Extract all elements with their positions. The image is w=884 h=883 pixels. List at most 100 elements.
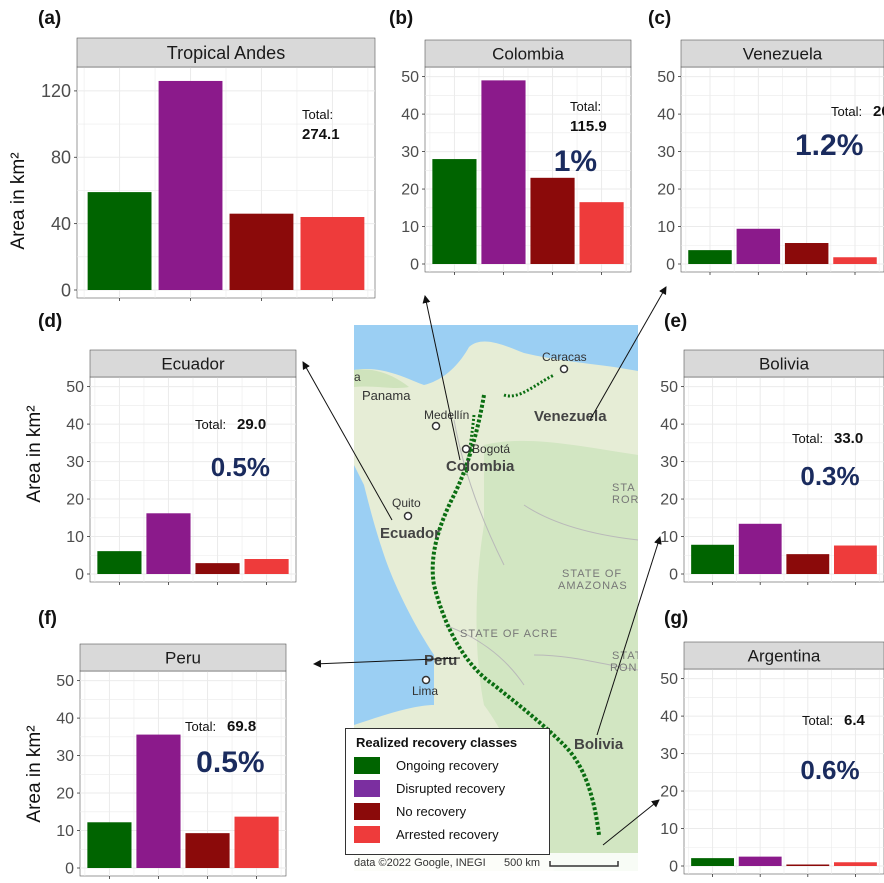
y-tick-label: 40 (401, 107, 419, 124)
bar-disrupted (736, 228, 781, 264)
bar-ongoing (691, 858, 734, 866)
y-tick-label: 0 (65, 861, 74, 878)
y-tick-label: 40 (660, 417, 678, 434)
total-label: Total: (185, 719, 216, 734)
facet-title: Tropical Andes (167, 43, 285, 63)
total-value: 20.1 (873, 103, 884, 120)
legend-swatch-arrested (354, 826, 380, 843)
legend-swatch-disrupted (354, 780, 380, 797)
facet-strip (683, 349, 884, 378)
panel-letter-e: (e) (664, 311, 688, 332)
map-label-state-amazonas-b: AMAZONAS (558, 580, 628, 592)
percent-label: 1% (554, 145, 597, 178)
y-tick-label: 50 (660, 671, 678, 688)
map-label-state-rondonia-b: RONDÔ (610, 661, 638, 674)
facet-title: Ecuador (161, 354, 225, 373)
total-value: 274.1 (302, 126, 340, 143)
total-label: Total: (802, 713, 833, 728)
bar-arrested (244, 559, 289, 574)
y-tick-label: 50 (657, 69, 675, 86)
chart-colombia: 0 10 20 30 40 50 Colombia Total: 115.9 1% (401, 39, 632, 275)
bar-ongoing (432, 159, 477, 264)
bar-ongoing (87, 192, 152, 290)
bar-ongoing (688, 250, 732, 264)
y-tick-label: 50 (66, 379, 84, 396)
total-value: 6.4 (844, 712, 866, 729)
legend-item-disrupted: Disrupted recovery (354, 777, 541, 800)
y-tick-label: 40 (657, 107, 675, 124)
y-tick-label: 10 (66, 529, 84, 546)
map-label-state-rondonia-a: STAT (612, 650, 638, 662)
y-axis-label: Area in km² (8, 152, 29, 249)
map-label-state-acre: STATE OF ACRE (460, 628, 558, 640)
bar-arrested (833, 257, 877, 264)
map-label-edge: a (354, 370, 361, 384)
y-tick-label: 0 (669, 859, 678, 876)
y-tick-label: 0 (75, 567, 84, 584)
y-tick-label: 20 (657, 182, 675, 199)
map-label-colombia: Colombia (446, 458, 515, 475)
y-tick-label: 30 (657, 144, 675, 161)
total-value: 115.9 (570, 118, 607, 135)
map-label-ecuador: Ecuador (380, 525, 440, 542)
y-tick-label: 50 (660, 379, 678, 396)
bar-no-recovery (786, 554, 830, 574)
map-label-bogota: Bogotá (472, 442, 510, 456)
y-tick-label: 0 (669, 567, 678, 584)
map-label-quito: Quito (392, 496, 421, 510)
bar-arrested (834, 545, 877, 574)
total-value: 69.8 (227, 718, 256, 735)
bar-ongoing (97, 551, 142, 574)
y-tick-label: 50 (56, 673, 74, 690)
facet-title: Argentina (748, 646, 821, 665)
percent-label: 0.5% (211, 452, 270, 482)
y-tick-label: 40 (66, 417, 84, 434)
y-tick-label: 20 (56, 786, 74, 803)
total-label: Total: (302, 107, 333, 122)
bar-disrupted (146, 513, 191, 574)
y-tick-label: 10 (657, 219, 675, 236)
facet-title: Venezuela (743, 44, 823, 63)
y-tick-label: 20 (66, 492, 84, 509)
facet-strip (683, 641, 884, 670)
y-tick-label: 40 (56, 711, 74, 728)
bar-arrested (834, 862, 877, 866)
facet-strip (89, 349, 297, 378)
map-label-medellin: Medellín (424, 408, 469, 422)
y-tick-label: 10 (56, 823, 74, 840)
y-tick-label: 30 (660, 454, 678, 471)
facet-title: Bolivia (759, 354, 810, 373)
bar-no-recovery (195, 563, 240, 574)
chart-ecuador: 0 10 20 30 40 50 Ecuador Total: 29.0 0.5% Area in … (24, 349, 297, 585)
bar-arrested (579, 202, 624, 264)
chart-venezuela: 0 10 20 30 40 50 Venezuela Total: 20.1 1.2% (657, 39, 884, 275)
bar-disrupted (738, 856, 782, 866)
total-label: Total: (792, 431, 823, 446)
bar-disrupted (738, 523, 782, 574)
y-tick-label: 50 (401, 69, 419, 86)
y-tick-label: 80 (51, 148, 71, 168)
y-tick-label: 0 (410, 257, 419, 274)
legend-label-no-recovery: No recovery (396, 804, 467, 819)
y-tick-label: 40 (51, 214, 71, 234)
facet-title: Colombia (492, 44, 564, 63)
y-tick-label: 30 (660, 746, 678, 763)
map-label-state-roraima-b: ROR (612, 494, 638, 506)
chart-tropical-andes: 0 40 80 120 Tropical Andes Total: 274.1 Area in… (8, 37, 376, 301)
chart-argentina: 0 10 20 30 40 50 Argentina Total: 6.4 0.6% (660, 641, 884, 877)
map-attribution: data ©2022 Google, INEGI (354, 857, 486, 869)
map-label-panama: Panama (362, 388, 411, 403)
map-scale-label: 500 km (504, 857, 540, 869)
panel-letter-c: (c) (648, 8, 672, 29)
y-tick-label: 10 (660, 821, 678, 838)
bar-disrupted (481, 80, 526, 265)
percent-label: 0.3% (800, 461, 859, 491)
bar-arrested (300, 217, 365, 290)
total-value: 29.0 (237, 416, 266, 433)
facet-strip (680, 39, 884, 68)
map-label-state-amazonas-a: STATE OF (562, 568, 622, 580)
map-label-venezuela: Venezuela (534, 408, 607, 425)
bar-no-recovery (229, 213, 294, 290)
bar-no-recovery (185, 833, 230, 868)
map-label-caracas: Caracas (542, 350, 587, 364)
